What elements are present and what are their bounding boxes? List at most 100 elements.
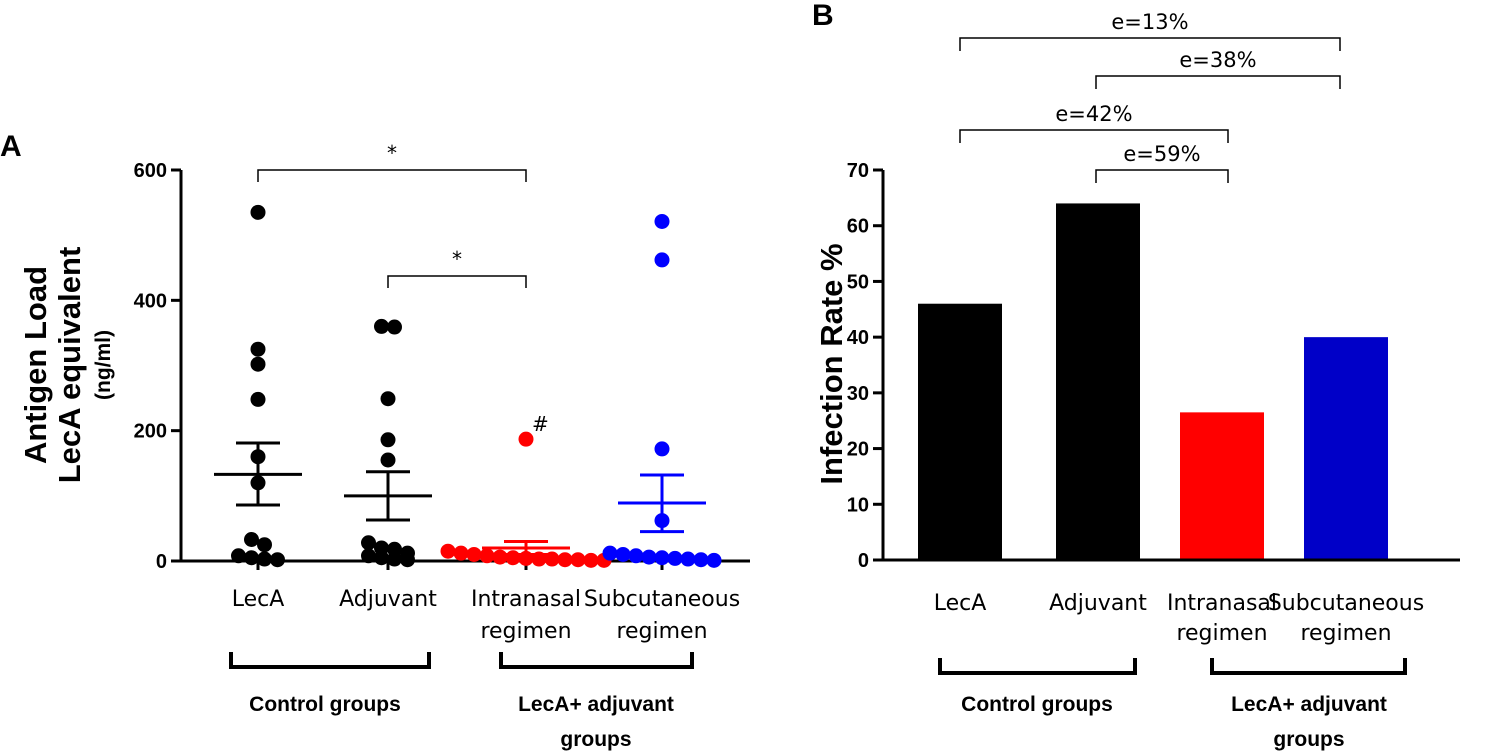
panel-b-bar	[1180, 412, 1264, 560]
panel-a-x-tick-label: regimen	[480, 619, 571, 644]
panel-a-control-bracket	[229, 652, 431, 669]
panel-b-efficacy-label: e=38%	[1179, 48, 1256, 72]
panel-a-y-tick-label: 400	[134, 290, 167, 312]
panel-a-group-control: Control groups	[249, 693, 401, 716]
panel-b-efficacy-bracket	[959, 129, 1229, 143]
panel-a-data-point	[615, 546, 631, 562]
panel-a-data-point	[250, 204, 266, 220]
panel-b-x-tick-label: LecA	[934, 591, 987, 616]
panel-a-data-point	[583, 552, 599, 568]
panel-a-x-tick-label: Adjuvant	[339, 587, 437, 612]
panel-a-data-point	[544, 551, 560, 567]
panel-b-y-tick-label: 70	[847, 160, 869, 182]
panel-a-data-point	[466, 546, 482, 562]
panel-a-lecaadj-bracket	[499, 652, 694, 669]
panel-a-x-tick-label: Intranasal	[471, 587, 581, 612]
panel-a-data-point	[654, 550, 670, 566]
panel-b-group-control: Control groups	[961, 693, 1113, 716]
panel-a-data-point	[667, 550, 683, 566]
panel-a-x-tick-label: LecA	[232, 587, 285, 612]
panel-a-hash-label: #	[532, 412, 549, 436]
panel-b-efficacy-bracket	[1095, 75, 1341, 89]
panel-a-x-tick-label: regimen	[616, 619, 707, 644]
panel-a-group-lecaadj-line1: LecA+ adjuvant	[518, 693, 674, 716]
panel-b-group-lecaadj-line1: LecA+ adjuvant	[1231, 693, 1387, 716]
panel-a-data-point	[654, 441, 670, 457]
panel-b-y-tick-label: 50	[847, 271, 869, 293]
panel-a-ylabel-line2: LecA equivalent	[52, 247, 87, 484]
panel-a-data-point	[654, 252, 670, 268]
panel-a-sig-label: *	[452, 247, 462, 271]
panel-a-y-tick-label: 200	[134, 421, 167, 443]
panel-a-data-point	[250, 356, 266, 372]
panel-a-data-point	[453, 545, 469, 561]
panel-a-data-point	[374, 550, 389, 566]
panel-b-bar	[918, 303, 1002, 560]
panel-a-data-point	[270, 552, 285, 568]
panel-a-data-point	[387, 319, 402, 335]
panel-a-data-point	[380, 391, 396, 407]
panel-b-ylabel: Infection Rate %	[814, 243, 849, 484]
panel-a-y-tick-label: 0	[156, 551, 167, 573]
panel-a-data-point	[641, 549, 657, 565]
panel-a-data-point	[570, 552, 586, 568]
panel-b-lecaadj-bracket	[1210, 658, 1407, 675]
panel-a-data-point	[361, 548, 376, 564]
panel-a-sig-label: *	[387, 141, 397, 165]
panel-a-label: A	[0, 130, 22, 163]
panel-a-data-point	[380, 452, 396, 468]
panel-b-efficacy-bracket	[1095, 169, 1229, 183]
panel-a-data-point	[505, 550, 521, 566]
panel-b-efficacy-bracket	[959, 37, 1341, 51]
panel-b-x-tick-label: Intranasal	[1167, 591, 1277, 616]
panel-a-data-point	[479, 548, 495, 564]
panel-a-data-point	[380, 432, 396, 448]
panel-a-data-point	[387, 551, 402, 567]
panel-a-data-point	[602, 545, 618, 561]
panel-b-bar	[1056, 203, 1140, 560]
panel-b-efficacy-label: e=42%	[1055, 102, 1132, 126]
panel-a-sig-bracket	[387, 275, 527, 288]
panel-a-data-point	[693, 552, 709, 568]
panel-a-ylabel-unit: (ng/ml)	[92, 330, 115, 400]
panel-b-x-tick-label: Adjuvant	[1049, 591, 1147, 616]
panel-b-efficacy-label: e=13%	[1111, 10, 1188, 34]
panel-a-y-tick-label: 600	[134, 160, 167, 182]
panel-a-data-point	[628, 548, 644, 564]
panel-a-data-point	[680, 551, 696, 567]
panel-a-ylabel-line1: Antigen Load	[18, 266, 53, 464]
panel-a-data-point	[250, 341, 266, 357]
panel-a-data-point	[557, 552, 573, 568]
panel-b-y-tick-label: 0	[858, 550, 869, 572]
panel-b-y-tick-label: 10	[847, 494, 869, 516]
panel-b-group-lecaadj-line2: groups	[1273, 728, 1344, 751]
panel-b-y-tick-label: 60	[847, 216, 869, 238]
panel-a-data-point	[257, 537, 272, 553]
panel-a-x-tick-label: Subcutaneous	[584, 587, 740, 612]
panel-a-data-point	[400, 552, 415, 568]
panel-a-group-lecaadj-line2: groups	[560, 728, 631, 751]
panel-b-x-tick-label: regimen	[1300, 621, 1391, 646]
panel-b-label: B	[812, 0, 834, 32]
panel-a-data-point	[654, 213, 670, 229]
panel-b-bar	[1304, 337, 1388, 560]
panel-a-data-point	[440, 543, 456, 559]
panel-a-ylabel: Antigen Load LecA equivalent (ng/ml)	[18, 247, 115, 484]
panel-a-data-point	[361, 535, 376, 551]
panel-b-control-bracket	[938, 658, 1137, 675]
panel-a-data-point	[374, 318, 389, 334]
panel-a-data-point	[257, 551, 272, 567]
panel-b-y-tick-label: 30	[847, 383, 869, 405]
panel-a-data-point	[518, 431, 534, 447]
panel-b-y-tick-label: 40	[847, 327, 869, 349]
panel-a-scatter-plot: 0 200 400 600 LecA Adjuvant Intranasal regimen S…	[134, 141, 750, 644]
panel-b-x-tick-label: Subcutaneous	[1268, 591, 1424, 616]
panel-a-data-point	[244, 531, 259, 547]
panel-a-data-point	[231, 548, 246, 564]
panel-a-data-point	[244, 550, 259, 566]
panel-a-data-point	[492, 549, 508, 565]
panel-b-x-tick-label: regimen	[1176, 621, 1267, 646]
panel-b-efficacy-label: e=59%	[1123, 142, 1200, 166]
panel-a-data-point	[706, 552, 722, 568]
